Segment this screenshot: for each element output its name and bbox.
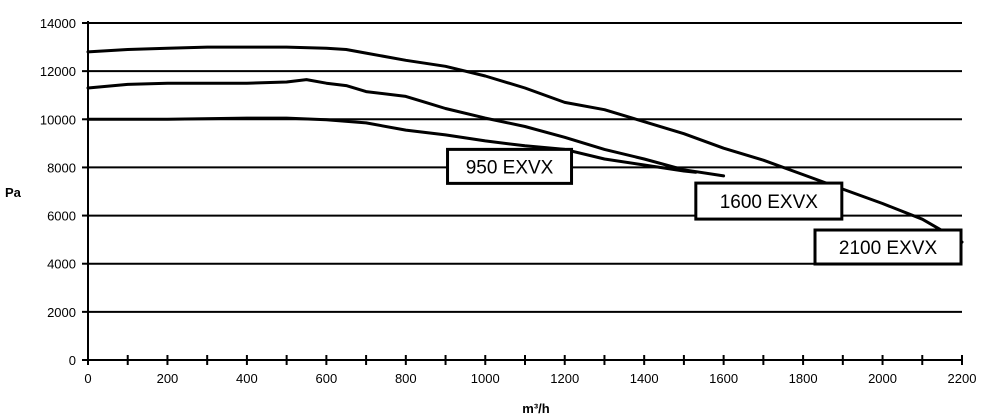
series-label-box-0: [446, 147, 574, 185]
x-tick-label-1200: 1200: [550, 371, 579, 386]
series-label-0: 950 EXVX: [466, 157, 554, 178]
series-line-2: [86, 45, 964, 244]
x-tick-label-1000: 1000: [471, 371, 500, 386]
y-tick-label-14000: 14000: [40, 16, 76, 31]
y-tick-label-2000: 2000: [47, 305, 76, 320]
axes: 0 2000 4000 6000 8000 10000 12000 14000 0 200 400 6…: [40, 16, 977, 386]
y-tick-label-0: 0: [69, 353, 76, 368]
x-tick-label-1600: 1600: [709, 371, 738, 386]
series-line-0: [86, 116, 698, 174]
y-tick-label-10000: 10000: [40, 112, 76, 127]
series-label-box-2: [813, 228, 963, 266]
y-tick-label-6000: 6000: [47, 209, 76, 224]
series-lines: [86, 45, 964, 244]
y-axis-title: Pa: [5, 185, 22, 200]
series-labels: 950 EXVX 1600 EXVX 2100 EXVX: [446, 147, 963, 266]
x-tick-label-1800: 1800: [789, 371, 818, 386]
x-axis-title: m³/h: [522, 401, 550, 416]
x-tick-label-600: 600: [316, 371, 338, 386]
x-tick-label-200: 200: [157, 371, 179, 386]
series-label-box-1: [694, 181, 844, 221]
x-tick-label-400: 400: [236, 371, 258, 386]
x-tick-label-1400: 1400: [630, 371, 659, 386]
x-tick-label-800: 800: [395, 371, 417, 386]
y-tick-label-4000: 4000: [47, 257, 76, 272]
x-tick-label-2000: 2000: [868, 371, 897, 386]
y-tick-label-12000: 12000: [40, 64, 76, 79]
y-tick-label-8000: 8000: [47, 160, 76, 175]
series-label-1: 1600 EXVX: [720, 192, 819, 213]
x-tick-label-2200: 2200: [948, 371, 977, 386]
series-line-1: [86, 78, 726, 178]
series-label-2: 2100 EXVX: [839, 238, 938, 259]
x-tick-label-0: 0: [84, 371, 91, 386]
